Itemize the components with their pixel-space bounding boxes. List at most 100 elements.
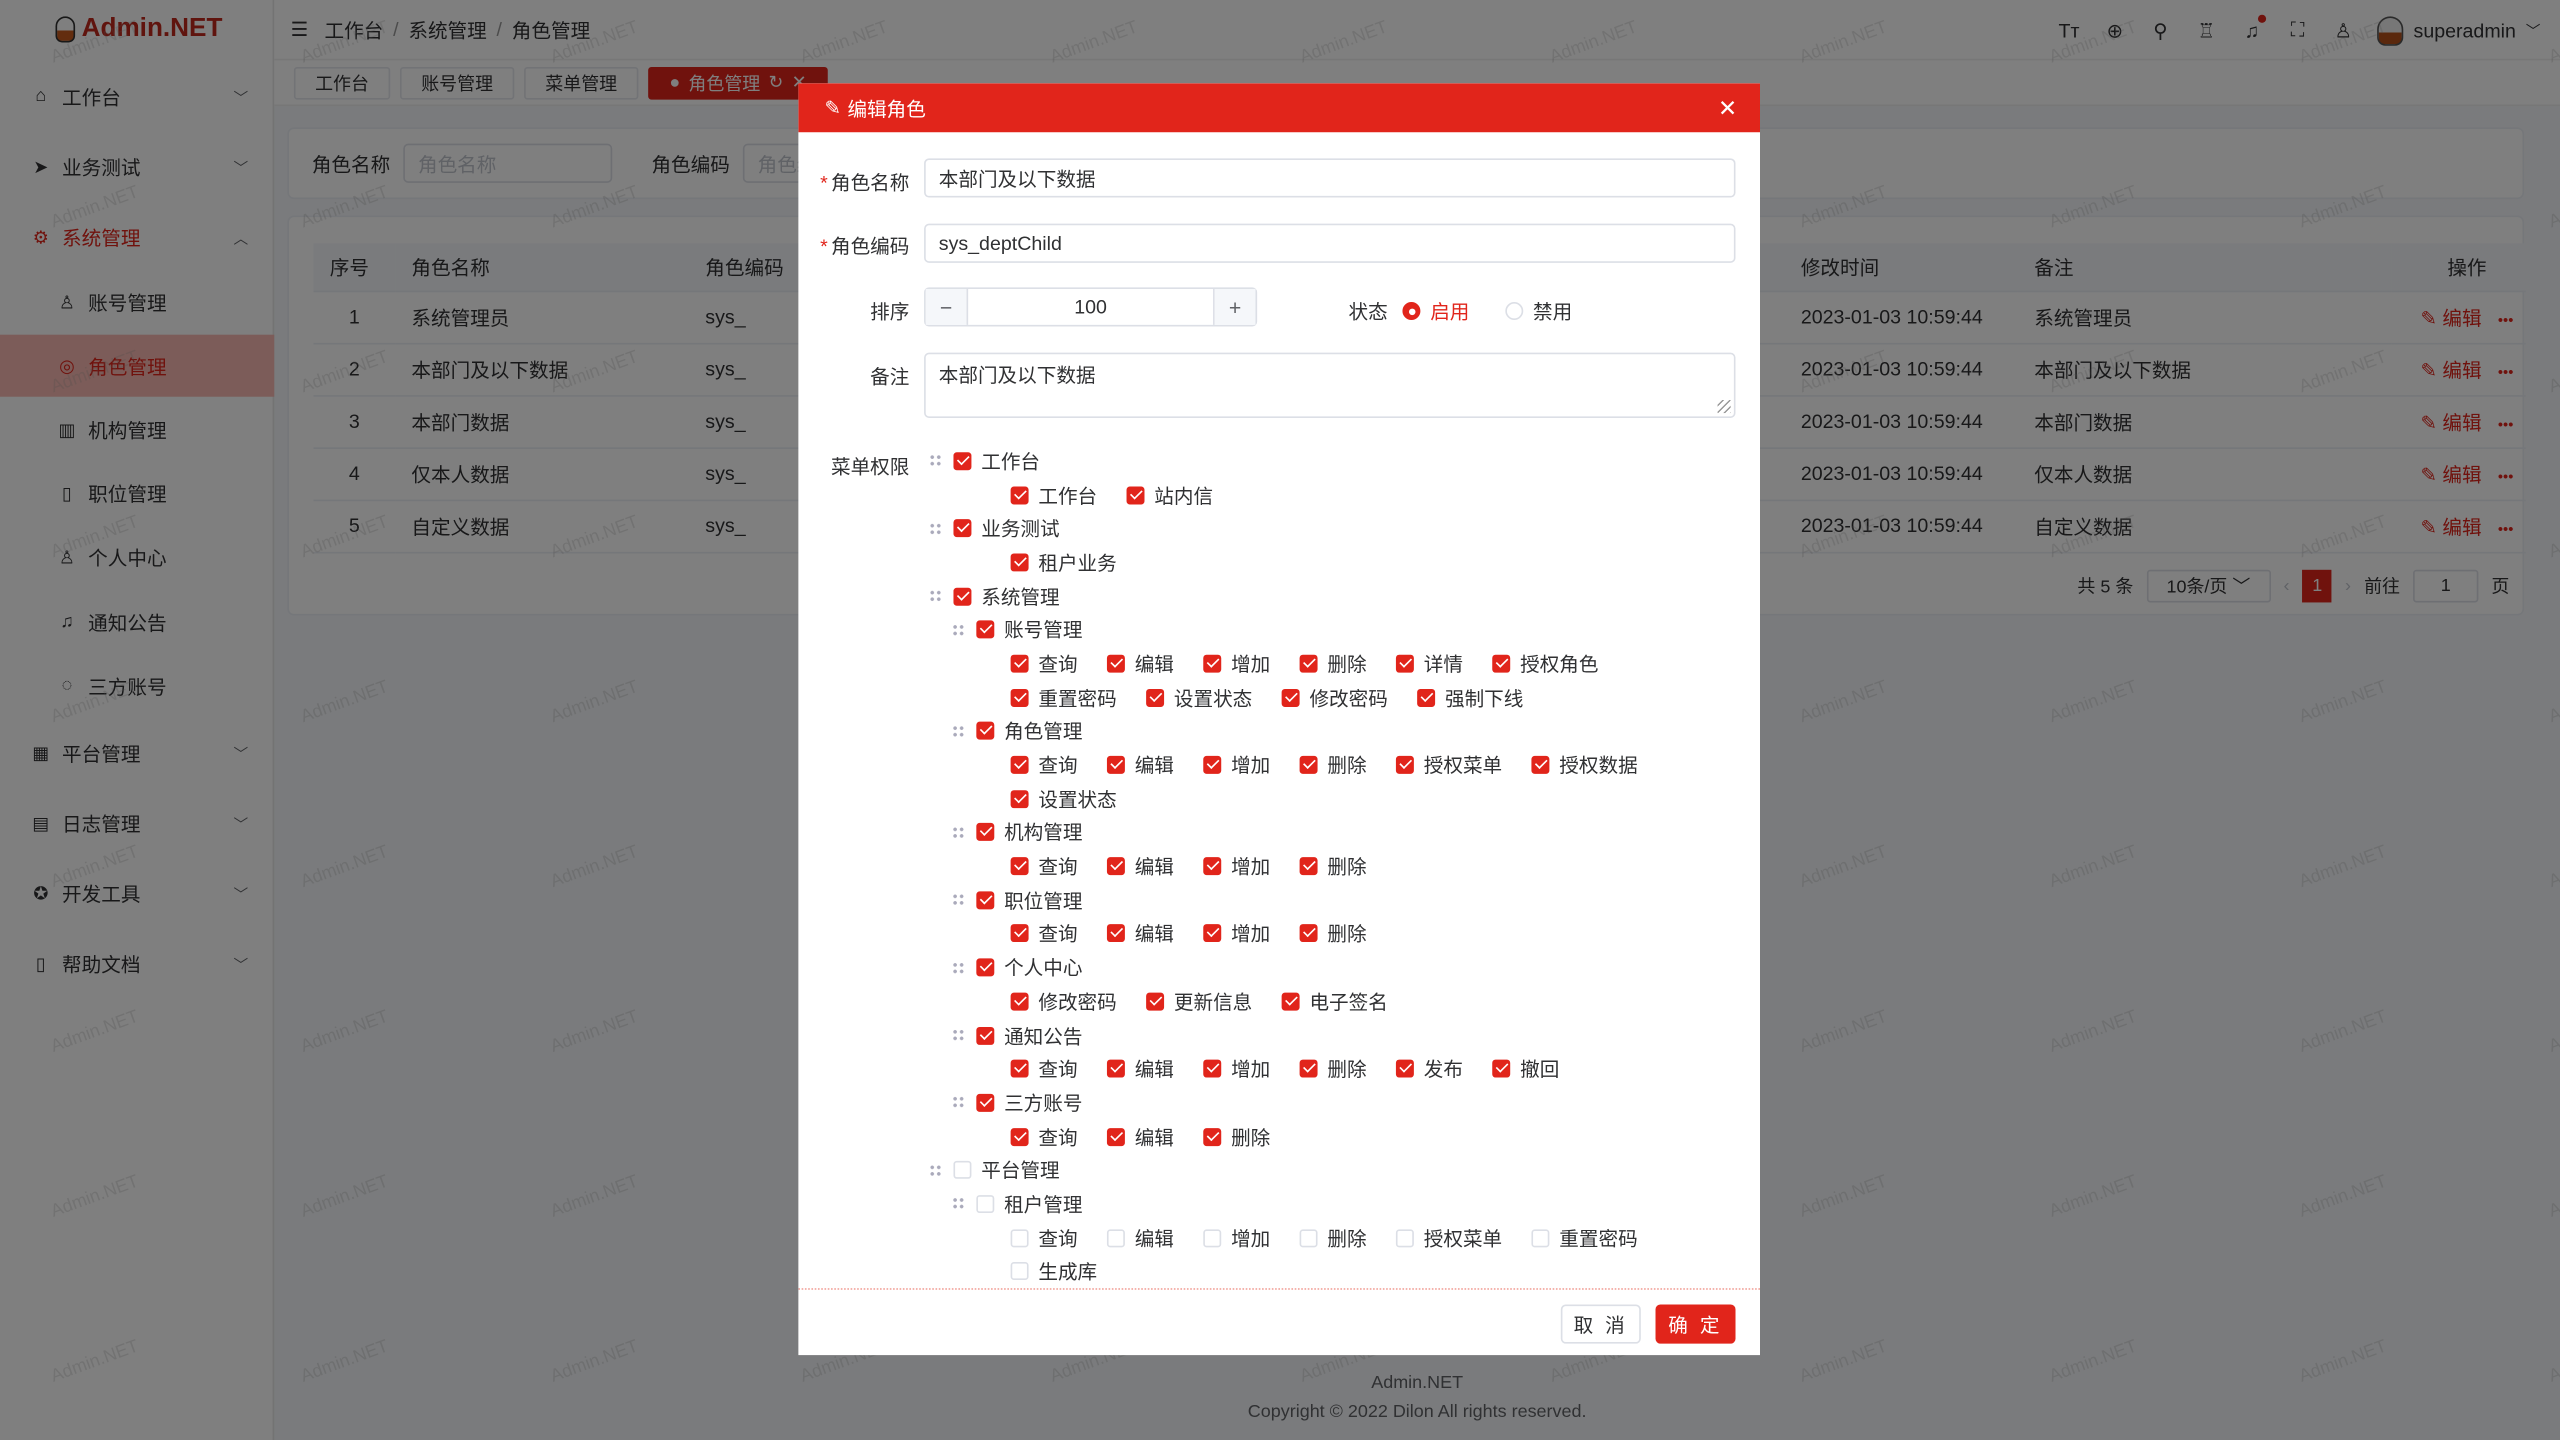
checkbox-checked[interactable] bbox=[1203, 755, 1222, 774]
checkbox-checked[interactable] bbox=[1010, 924, 1029, 943]
tree-leaf[interactable]: 工作台 bbox=[1010, 478, 1097, 512]
tree-leaf[interactable]: 编辑 bbox=[1106, 1221, 1174, 1255]
checkbox-checked[interactable] bbox=[1417, 688, 1436, 707]
checkbox-checked[interactable] bbox=[1281, 992, 1300, 1011]
increment-button[interactable]: + bbox=[1214, 288, 1256, 325]
decrement-button[interactable]: − bbox=[925, 288, 967, 325]
checkbox-checked[interactable] bbox=[1010, 1059, 1029, 1078]
checkbox-checked[interactable] bbox=[1106, 654, 1125, 673]
tree-node[interactable]: 通知公告 bbox=[929, 1018, 1745, 1052]
checkbox-checked[interactable] bbox=[1396, 1059, 1414, 1078]
checkbox-checked[interactable] bbox=[1010, 992, 1029, 1011]
tree-leaf[interactable]: 删除 bbox=[1299, 748, 1367, 782]
tree-leaf[interactable]: 设置状态 bbox=[1146, 681, 1252, 715]
tree-leaf[interactable]: 编辑 bbox=[1106, 917, 1174, 951]
tree-leaf[interactable]: 设置状态 bbox=[1010, 782, 1117, 816]
checkbox-checked[interactable] bbox=[1106, 1127, 1125, 1146]
tree-leaf[interactable]: 增加 bbox=[1203, 748, 1270, 782]
tree-leaf[interactable]: 授权菜单 bbox=[1396, 1221, 1502, 1255]
tree-leaf[interactable]: 查询 bbox=[1010, 748, 1078, 782]
tree-leaf[interactable]: 查询 bbox=[1010, 1221, 1078, 1255]
tree-leaf[interactable]: 增加 bbox=[1203, 647, 1270, 681]
role-code-input[interactable]: sys_deptChild bbox=[924, 223, 1736, 263]
status-enabled-radio[interactable]: 启用 bbox=[1402, 297, 1469, 325]
drag-handle-icon[interactable] bbox=[951, 1096, 965, 1110]
checkbox-checked[interactable] bbox=[1010, 654, 1029, 673]
drag-handle-icon[interactable] bbox=[928, 521, 943, 536]
drag-handle-icon[interactable] bbox=[928, 454, 943, 468]
tree-leaf[interactable]: 重置密码 bbox=[1010, 681, 1117, 715]
tree-leaf[interactable]: 删除 bbox=[1203, 1120, 1270, 1154]
checkbox-checked[interactable] bbox=[1531, 755, 1550, 774]
drag-handle-icon[interactable] bbox=[928, 589, 943, 603]
drag-handle-icon[interactable] bbox=[951, 1197, 965, 1211]
order-stepper[interactable]: − 100 + bbox=[924, 287, 1258, 327]
checkbox-checked[interactable] bbox=[1010, 485, 1029, 504]
checkbox-checked[interactable] bbox=[1203, 1059, 1222, 1078]
tree-node[interactable]: 个人中心 bbox=[929, 951, 1745, 985]
tree-node[interactable]: 账号管理 bbox=[929, 613, 1745, 647]
drag-handle-icon[interactable] bbox=[951, 1028, 965, 1042]
checkbox-checked[interactable] bbox=[1010, 755, 1029, 774]
checkbox-unchecked[interactable] bbox=[1299, 1228, 1318, 1247]
tree-node[interactable]: 机构管理 bbox=[929, 816, 1745, 850]
checkbox-checked[interactable] bbox=[1396, 755, 1414, 774]
tree-leaf[interactable]: 查询 bbox=[1010, 1052, 1078, 1086]
checkbox-checked[interactable] bbox=[1010, 553, 1029, 572]
checkbox-checked[interactable] bbox=[976, 891, 995, 910]
checkbox-checked[interactable] bbox=[976, 1026, 995, 1045]
checkbox-checked[interactable] bbox=[1106, 857, 1125, 876]
tree-leaf[interactable]: 发布 bbox=[1396, 1052, 1463, 1086]
checkbox-unchecked[interactable] bbox=[1396, 1228, 1414, 1247]
drag-handle-icon[interactable] bbox=[951, 825, 965, 840]
tree-leaf[interactable]: 电子签名 bbox=[1281, 984, 1388, 1018]
drag-handle-icon[interactable] bbox=[951, 724, 965, 738]
checkbox-checked[interactable] bbox=[1010, 1127, 1029, 1146]
checkbox-checked[interactable] bbox=[1299, 857, 1318, 876]
checkbox-checked[interactable] bbox=[1106, 1059, 1125, 1078]
checkbox-checked[interactable] bbox=[1126, 485, 1145, 504]
checkbox-checked[interactable] bbox=[1203, 654, 1222, 673]
drag-handle-icon[interactable] bbox=[951, 961, 965, 975]
checkbox-checked[interactable] bbox=[953, 451, 972, 470]
tree-leaf[interactable]: 修改密码 bbox=[1281, 681, 1388, 715]
tree-node[interactable]: 角色管理 bbox=[929, 714, 1745, 748]
checkbox-checked[interactable] bbox=[1492, 1059, 1511, 1078]
tree-leaf[interactable]: 查询 bbox=[1010, 647, 1078, 681]
checkbox-checked[interactable] bbox=[1010, 789, 1029, 808]
tree-leaf[interactable]: 站内信 bbox=[1126, 478, 1213, 512]
tree-leaf[interactable]: 编辑 bbox=[1106, 849, 1174, 883]
resize-handle[interactable] bbox=[1717, 399, 1731, 414]
checkbox-checked[interactable] bbox=[976, 823, 995, 842]
order-value[interactable]: 100 bbox=[966, 288, 1215, 325]
checkbox-checked[interactable] bbox=[1010, 688, 1029, 707]
tree-leaf[interactable]: 重置密码 bbox=[1531, 1221, 1638, 1255]
checkbox-checked[interactable] bbox=[1299, 1059, 1318, 1078]
tree-leaf[interactable]: 生成库 bbox=[1010, 1255, 1097, 1289]
checkbox-checked[interactable] bbox=[1281, 688, 1300, 707]
tree-leaf[interactable]: 删除 bbox=[1299, 1221, 1367, 1255]
tree-leaf[interactable]: 修改密码 bbox=[1010, 984, 1117, 1018]
checkbox-checked[interactable] bbox=[1203, 1127, 1222, 1146]
tree-leaf[interactable]: 编辑 bbox=[1106, 1120, 1174, 1154]
tree-leaf[interactable]: 授权角色 bbox=[1492, 647, 1599, 681]
tree-leaf[interactable]: 增加 bbox=[1203, 917, 1270, 951]
checkbox-checked[interactable] bbox=[1146, 992, 1165, 1011]
tree-leaf[interactable]: 增加 bbox=[1203, 849, 1270, 883]
role-name-input[interactable]: 本部门及以下数据 bbox=[924, 158, 1736, 198]
checkbox-checked[interactable] bbox=[1299, 755, 1318, 774]
checkbox-checked[interactable] bbox=[1203, 924, 1222, 943]
close-icon[interactable]: ✕ bbox=[1717, 94, 1738, 121]
checkbox-checked[interactable] bbox=[976, 958, 995, 977]
tree-leaf[interactable]: 删除 bbox=[1299, 1052, 1367, 1086]
checkbox-checked[interactable] bbox=[953, 587, 972, 606]
tree-leaf[interactable]: 增加 bbox=[1203, 1221, 1270, 1255]
checkbox-checked[interactable] bbox=[1146, 688, 1165, 707]
status-disabled-radio[interactable]: 禁用 bbox=[1505, 297, 1572, 325]
tree-leaf[interactable]: 查询 bbox=[1010, 849, 1078, 883]
checkbox-unchecked[interactable] bbox=[1106, 1228, 1125, 1247]
tree-node[interactable]: 系统管理 bbox=[928, 579, 1745, 613]
checkbox-checked[interactable] bbox=[976, 1093, 995, 1112]
checkbox-checked[interactable] bbox=[976, 620, 995, 639]
tree-leaf[interactable]: 删除 bbox=[1299, 917, 1367, 951]
